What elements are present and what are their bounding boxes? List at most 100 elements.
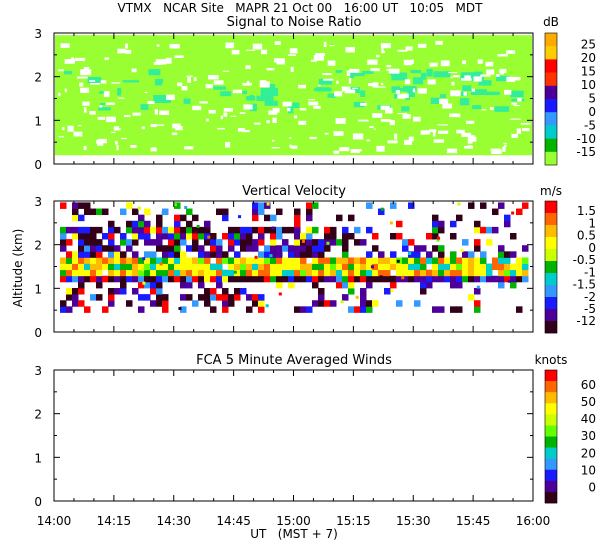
vv-cell <box>222 251 229 258</box>
snr-gap <box>503 144 507 147</box>
vv-cell <box>252 294 259 301</box>
vv-cell <box>504 251 511 258</box>
vv-cell <box>474 239 481 246</box>
vv-cell <box>102 306 109 313</box>
vv-cell <box>282 275 289 283</box>
snr-patch <box>153 94 171 103</box>
vv-cell <box>216 239 223 246</box>
snr-gap <box>73 131 83 137</box>
vv-cell <box>144 257 151 264</box>
vv-cell <box>318 300 325 307</box>
colorbar-swatch <box>545 436 557 448</box>
snr-gap <box>165 57 172 64</box>
vv-cell <box>192 232 199 240</box>
colorbar-label: -1 <box>584 265 596 279</box>
vv-cell <box>468 257 475 264</box>
snr-gap <box>439 98 449 105</box>
snr-patch <box>494 106 510 112</box>
snr-panel-title: Signal to Noise Ratio <box>227 15 362 30</box>
vv-cell <box>414 245 421 252</box>
snr-gap <box>386 69 394 71</box>
colorbar-frame <box>544 32 558 166</box>
colorbar-swatch <box>545 72 557 87</box>
snr-patch <box>87 76 102 84</box>
vv-cell <box>78 257 85 264</box>
snr-gap <box>511 102 517 105</box>
vv-cell <box>60 239 67 246</box>
vv-cell <box>504 220 511 228</box>
vv-cell <box>228 294 235 301</box>
vv-cell <box>468 269 475 277</box>
snr-gap <box>89 110 96 115</box>
vv-cell <box>120 239 127 246</box>
vv-cell <box>102 257 109 264</box>
vv-cell <box>516 306 523 313</box>
vv-cell <box>180 275 187 283</box>
vv-cell <box>264 251 271 258</box>
vv-cell <box>438 257 445 264</box>
snr-gap <box>412 88 416 93</box>
colorbar-label: 0.5 <box>577 229 596 243</box>
snr-gap <box>429 62 438 67</box>
snr-gap <box>511 133 519 138</box>
vv-cell <box>354 263 361 271</box>
vv-cell <box>276 208 283 216</box>
vv-cell <box>222 257 229 264</box>
snr-patch <box>318 78 333 85</box>
vv-cell <box>294 232 301 240</box>
vv-cell <box>342 239 349 246</box>
snr-gap <box>232 89 243 94</box>
vv-cell <box>72 232 79 240</box>
x-tick-labels: 14:00 14:15 14:30 14:45 15:00 15:15 15:30 15:45… <box>37 514 551 528</box>
vv-cell <box>168 257 175 264</box>
snr-gap <box>388 68 400 74</box>
vv-cell <box>372 245 379 252</box>
vv-cell <box>426 281 433 289</box>
vv-cell <box>174 226 181 234</box>
vv-cell <box>138 275 145 283</box>
vv-cell <box>150 226 157 234</box>
vv-cell <box>144 251 151 258</box>
vv-cell <box>354 269 361 277</box>
snr-gap <box>60 43 70 48</box>
vv-cell <box>516 208 523 216</box>
vv-cell <box>72 269 79 277</box>
vv-cell <box>324 226 331 234</box>
colorbar-swatch <box>545 321 557 334</box>
vv-cell <box>498 275 505 283</box>
vv-cell <box>72 214 79 222</box>
snr-gap <box>466 120 475 124</box>
colorbar-swatch <box>545 480 557 493</box>
vv-cell <box>294 245 301 252</box>
vv-cell <box>300 306 307 313</box>
vv-cell <box>384 257 391 264</box>
vv-cell <box>210 232 217 240</box>
vv-cell <box>192 269 199 277</box>
vv-cell <box>336 269 343 277</box>
vv-cell <box>126 257 133 264</box>
vv-cell <box>228 269 235 277</box>
vv-cell <box>456 281 463 289</box>
vv-point <box>436 238 440 242</box>
vv-point <box>340 300 344 304</box>
snr-gap <box>335 118 346 124</box>
colorbar-swatch <box>545 151 557 166</box>
vv-cell <box>522 275 529 283</box>
snr-patch <box>485 91 500 96</box>
snr-gap <box>83 107 87 113</box>
vv-cell <box>78 263 85 271</box>
vv-cell <box>252 208 259 216</box>
vv-cell <box>426 232 433 240</box>
vv-cell <box>144 263 151 271</box>
vv-cell <box>330 300 337 307</box>
vv-point <box>401 276 405 280</box>
vv-cell <box>522 245 529 252</box>
vv-point <box>238 215 242 219</box>
vv-cell <box>474 300 481 307</box>
vv-cell <box>210 239 217 246</box>
vv-cell <box>462 239 469 246</box>
vv-cell <box>360 275 367 283</box>
vv-cell <box>324 263 331 271</box>
snr-gap <box>408 136 414 142</box>
vv-cell <box>234 239 241 246</box>
